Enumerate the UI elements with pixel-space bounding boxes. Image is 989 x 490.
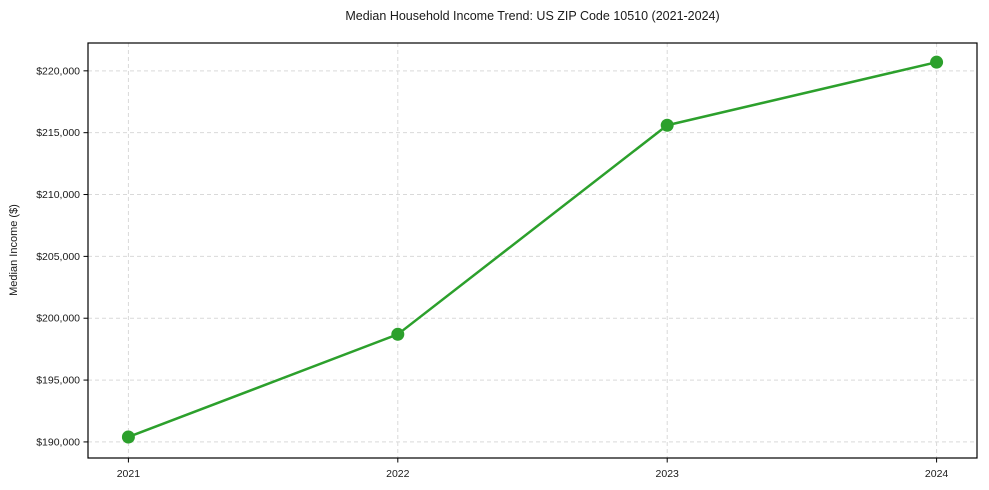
data-point-2024	[930, 55, 944, 69]
x-tick-label: 2021	[117, 468, 141, 480]
data-point-2022	[391, 327, 405, 341]
x-tick-label: 2024	[925, 468, 949, 480]
y-tick-label: $215,000	[36, 127, 80, 139]
trend-line	[127, 60, 938, 439]
y-tick-label: $190,000	[36, 436, 80, 448]
y-tick-label: $210,000	[36, 189, 80, 201]
data-point-2021	[121, 430, 135, 444]
x-tick-label: 2022	[386, 468, 410, 480]
y-tick-label: $200,000	[36, 313, 80, 325]
axes-spines	[87, 42, 978, 459]
x-tick-label: 2023	[656, 468, 680, 480]
y-tick-label: $220,000	[36, 65, 80, 77]
data-point-2023	[660, 118, 674, 132]
chart-title: Median Household Income Trend: US ZIP Co…	[345, 9, 720, 23]
y-tick-label: $205,000	[36, 251, 80, 263]
y-tick-label: $195,000	[36, 375, 80, 387]
